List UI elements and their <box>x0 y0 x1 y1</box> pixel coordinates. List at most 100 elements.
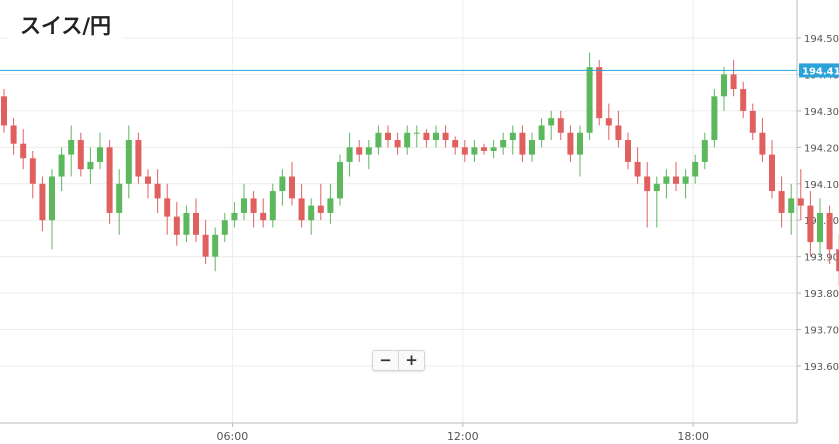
candle-body <box>423 132 430 141</box>
candle <box>797 169 804 221</box>
candle <box>212 227 219 272</box>
candle <box>740 81 747 119</box>
candle-body <box>154 183 161 199</box>
candle <box>49 169 55 250</box>
candle-body <box>10 125 17 144</box>
candle-body <box>749 110 756 133</box>
candle <box>404 125 411 155</box>
candle <box>605 103 612 141</box>
candle-body <box>596 67 603 119</box>
candle-body <box>202 234 209 257</box>
candle <box>413 125 420 148</box>
candle <box>39 176 46 232</box>
candle-body <box>77 140 84 170</box>
candle <box>260 198 267 228</box>
candle-body <box>413 132 420 134</box>
candle <box>365 140 372 170</box>
candle <box>154 169 161 213</box>
candle-body <box>164 198 171 217</box>
candle <box>759 118 766 162</box>
candle <box>557 110 564 141</box>
candle <box>10 118 17 155</box>
candle <box>442 125 449 148</box>
candle <box>135 132 142 184</box>
candle-body <box>778 191 785 213</box>
candle-body <box>461 147 468 155</box>
candle <box>730 59 737 97</box>
candle <box>125 125 132 199</box>
candle <box>653 176 660 228</box>
candle-body <box>250 198 257 213</box>
candle-body <box>663 176 670 184</box>
candle-body <box>682 176 689 184</box>
candle <box>394 132 401 155</box>
candle-body <box>797 198 804 206</box>
candle-body <box>471 147 478 155</box>
candle <box>183 205 190 243</box>
candle <box>202 220 209 264</box>
candle-body <box>586 67 593 133</box>
candle <box>634 147 641 184</box>
candle <box>701 132 708 170</box>
candle-body <box>759 132 766 155</box>
zoom-controls: − + <box>372 350 425 371</box>
candle-body <box>279 176 286 192</box>
candle <box>711 89 718 148</box>
candle <box>481 143 487 155</box>
candle <box>596 59 603 126</box>
candle-body <box>740 89 747 111</box>
candle <box>807 191 814 257</box>
candle-body <box>337 161 343 199</box>
candle-body <box>212 234 219 257</box>
candle-body <box>298 198 305 221</box>
candle <box>241 183 247 221</box>
candle-body <box>221 220 228 235</box>
candle-body <box>807 205 814 243</box>
candle-body <box>375 132 382 148</box>
candle-body <box>29 158 36 184</box>
candle <box>644 161 651 228</box>
candle-body <box>711 96 718 141</box>
zoom-in-button[interactable]: + <box>398 351 424 370</box>
candle-body <box>500 140 507 148</box>
candle-body <box>87 161 94 170</box>
candle <box>577 125 583 177</box>
candle <box>433 125 439 148</box>
candle-body <box>817 212 823 243</box>
candle <box>509 125 516 155</box>
candle-body <box>548 118 555 126</box>
chart-title: スイス/円 <box>8 6 124 44</box>
candle <box>682 169 689 199</box>
candle <box>77 132 84 177</box>
candle <box>519 125 526 162</box>
candle-body <box>577 132 583 155</box>
zoom-out-button[interactable]: − <box>379 351 392 369</box>
candle-body <box>116 183 123 213</box>
candle <box>221 212 228 243</box>
candle-body <box>529 140 535 155</box>
candle-body <box>135 140 142 177</box>
candle-body <box>173 216 180 235</box>
candle <box>625 132 631 170</box>
candle <box>356 140 363 162</box>
y-tick-label: 193.600 <box>804 362 839 373</box>
candle <box>289 161 295 206</box>
candle <box>193 198 199 243</box>
candle <box>279 169 286 206</box>
candle-body <box>625 140 631 162</box>
candle <box>385 125 391 148</box>
candle-body <box>404 132 411 148</box>
candle-body <box>49 176 55 221</box>
candle <box>20 129 27 170</box>
candle <box>452 136 459 155</box>
candle-body <box>433 132 439 141</box>
candle <box>250 191 257 228</box>
candle-body <box>769 154 775 192</box>
candle <box>337 154 343 206</box>
candle-body <box>39 183 46 221</box>
candle <box>788 183 795 235</box>
candle-body <box>788 198 795 213</box>
candle-body <box>20 143 27 159</box>
